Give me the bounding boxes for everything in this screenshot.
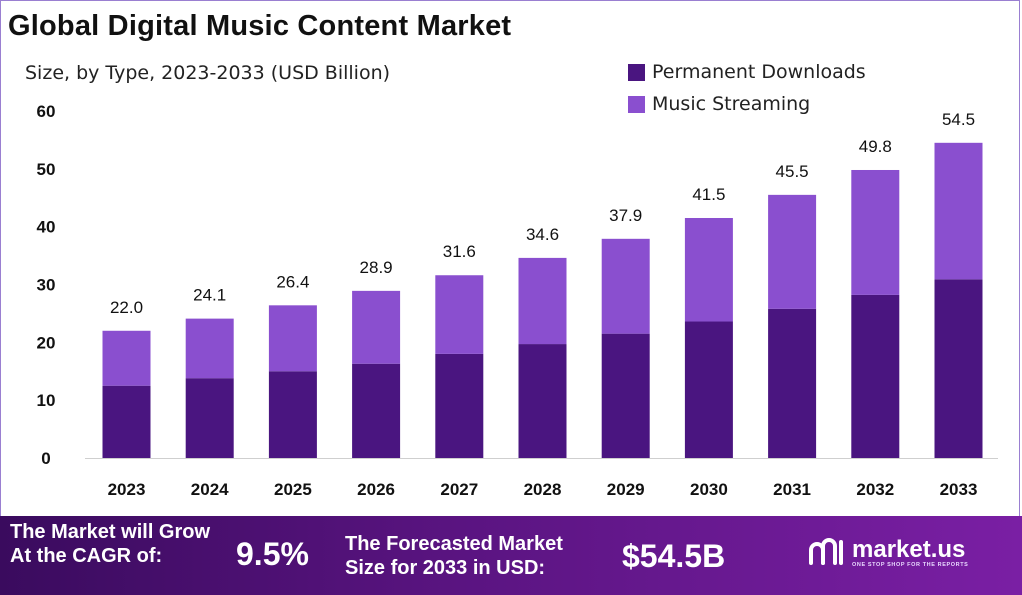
- market-us-logo-icon: [809, 538, 843, 565]
- legend-item-music-streaming: Music Streaming: [628, 88, 866, 120]
- cagr-label-line1: The Market will Grow: [10, 521, 211, 543]
- chart-subtitle: Size, by Type, 2023-2033 (USD Billion): [25, 62, 391, 84]
- x-tick-label: 2031: [773, 480, 811, 499]
- bar-permanent-downloads: [518, 344, 567, 458]
- forecast-value: $54.5B: [622, 538, 726, 574]
- y-tick-label: 20: [37, 333, 56, 352]
- total-data-label: 34.6: [526, 225, 559, 244]
- bar-music-streaming: [768, 194, 817, 309]
- bar-music-streaming: [185, 318, 234, 379]
- y-tick-label: 60: [37, 102, 56, 121]
- forecast-label-line1: The Forecasted Market: [345, 533, 563, 555]
- chart-title: Global Digital Music Content Market: [8, 10, 512, 42]
- cagr-label-line2: At the CAGR of:: [10, 545, 163, 567]
- x-tick-label: 2032: [856, 480, 894, 499]
- bar-music-streaming: [352, 290, 401, 364]
- bar-music-streaming: [102, 330, 151, 386]
- bar-permanent-downloads: [268, 371, 317, 458]
- x-tick-label: 2027: [440, 480, 478, 499]
- total-data-label: 28.9: [360, 258, 393, 277]
- total-data-label: 41.5: [692, 185, 725, 204]
- y-tick-label: 50: [37, 160, 56, 179]
- x-tick-label: 2026: [357, 480, 395, 499]
- bar-permanent-downloads: [102, 385, 151, 458]
- legend-swatch-permanent-downloads: [628, 63, 645, 81]
- bar-music-streaming: [851, 169, 900, 295]
- stacked-bar-chart: 010203040506022.0202324.1202426.4202528.…: [37, 102, 998, 499]
- legend-label-permanent-downloads: Permanent Downloads: [652, 61, 866, 83]
- total-data-label: 22.0: [110, 298, 143, 317]
- total-data-label: 31.6: [443, 242, 476, 261]
- x-tick-label: 2033: [940, 480, 978, 499]
- legend-label-music-streaming: Music Streaming: [652, 93, 811, 115]
- bar-permanent-downloads: [851, 294, 900, 458]
- bar-music-streaming: [518, 257, 567, 345]
- total-data-label: 37.9: [609, 206, 642, 225]
- legend: Permanent Downloads Music Streaming: [628, 56, 866, 120]
- bar-music-streaming: [684, 217, 733, 322]
- x-tick-label: 2030: [690, 480, 728, 499]
- total-data-label: 54.5: [942, 110, 975, 129]
- forecast-label-line2: Size for 2033 in USD:: [345, 557, 546, 579]
- x-tick-label: 2023: [108, 480, 146, 499]
- legend-item-permanent-downloads: Permanent Downloads: [628, 56, 866, 88]
- bar-permanent-downloads: [185, 378, 234, 458]
- x-tick-label: 2025: [274, 480, 312, 499]
- x-tick-label: 2029: [607, 480, 645, 499]
- logo-tagline: ONE STOP SHOP FOR THE REPORTS: [852, 562, 969, 568]
- bar-music-streaming: [601, 238, 650, 334]
- cagr-value: 9.5%: [236, 536, 309, 572]
- summary-banner: [0, 516, 1022, 595]
- bar-music-streaming: [268, 305, 317, 372]
- x-tick-label: 2028: [524, 480, 562, 499]
- x-tick-label: 2024: [191, 480, 229, 499]
- total-data-label: 26.4: [276, 272, 309, 291]
- bar-music-streaming: [934, 142, 983, 280]
- y-tick-label: 10: [37, 391, 56, 410]
- bar-permanent-downloads: [684, 321, 733, 458]
- total-data-label: 49.8: [859, 137, 892, 156]
- legend-swatch-music-streaming: [628, 95, 645, 113]
- bar-permanent-downloads: [934, 279, 983, 458]
- logo-name: market.us: [852, 536, 966, 563]
- bar-permanent-downloads: [435, 353, 484, 458]
- bar-permanent-downloads: [768, 308, 817, 458]
- total-data-label: 24.1: [193, 286, 226, 305]
- y-tick-label: 40: [37, 218, 56, 237]
- bar-permanent-downloads: [601, 333, 650, 458]
- bar-permanent-downloads: [352, 363, 401, 458]
- bar-music-streaming: [435, 275, 484, 354]
- y-tick-label: 30: [37, 276, 56, 295]
- y-tick-label: 0: [41, 449, 50, 468]
- total-data-label: 45.5: [776, 162, 809, 181]
